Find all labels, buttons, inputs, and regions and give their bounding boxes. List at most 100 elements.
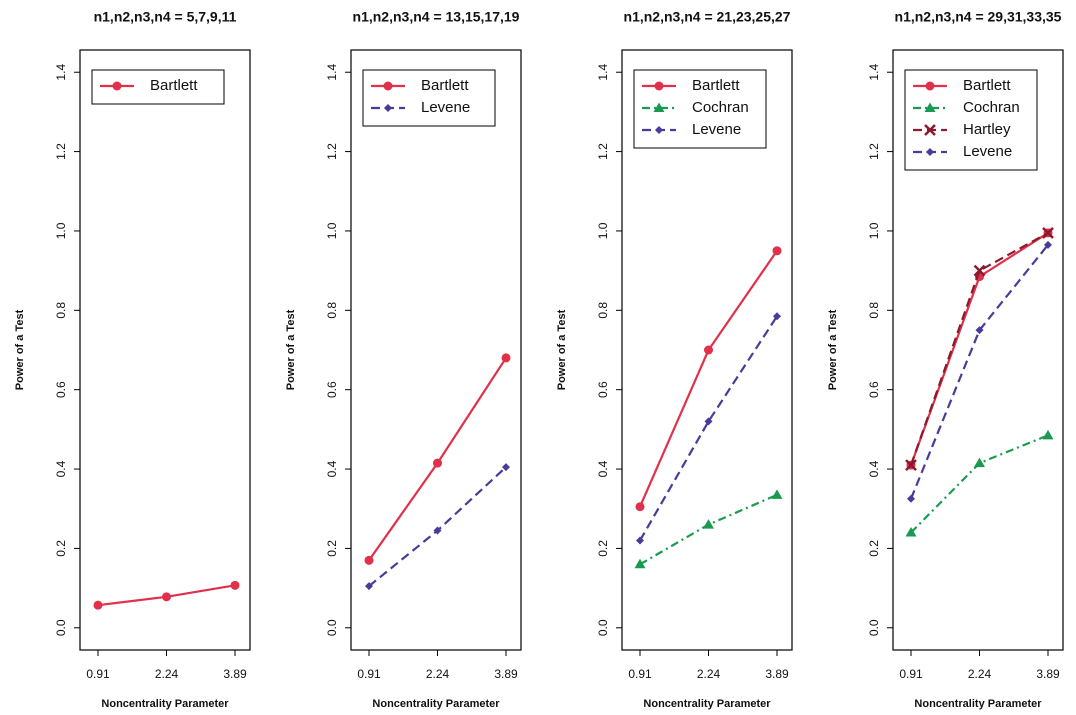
legend-label: Bartlett xyxy=(692,77,740,94)
y-tick-label: 0.0 xyxy=(867,619,881,636)
y-tick-label: 0.6 xyxy=(325,381,339,398)
legend-label: Levene xyxy=(692,121,741,138)
legend-label: Cochran xyxy=(963,99,1020,116)
x-tick-label: 3.89 xyxy=(765,667,789,681)
marker xyxy=(1044,240,1052,249)
y-tick-label: 0.6 xyxy=(54,381,68,398)
marker xyxy=(364,555,374,565)
y-axis-label: Power of a Test xyxy=(827,309,839,390)
marker xyxy=(365,582,373,591)
x-tick-label: 0.91 xyxy=(357,667,381,681)
series-line xyxy=(910,434,1049,534)
y-tick-label: 1.2 xyxy=(596,143,610,160)
x-axis-label: Noncentrality Parameter xyxy=(914,698,1042,710)
marker xyxy=(704,417,713,426)
plot-frame xyxy=(350,49,522,651)
marker xyxy=(502,463,510,472)
x-tick-label: 2.24 xyxy=(697,667,721,681)
marker xyxy=(433,526,442,535)
marker xyxy=(773,312,781,321)
y-tick-label: 0.8 xyxy=(867,302,881,319)
chart-title: n1,n2,n3,n4 = 21,23,25,27 xyxy=(624,9,791,25)
y-tick-label: 1.4 xyxy=(325,64,339,81)
marker xyxy=(112,81,122,91)
x-tick-label: 0.91 xyxy=(628,667,652,681)
x-tick-label: 3.89 xyxy=(223,667,247,681)
legend-label: Bartlett xyxy=(150,77,198,94)
y-tick-label: 0.4 xyxy=(325,460,339,477)
y-tick-label: 1.2 xyxy=(867,143,881,160)
y-axis-label: Power of a Test xyxy=(285,309,297,390)
legend-label: Hartley xyxy=(963,121,1011,138)
y-tick-label: 0.0 xyxy=(54,619,68,636)
marker xyxy=(772,246,782,256)
x-tick-label: 3.89 xyxy=(494,667,518,681)
y-tick-label: 0.2 xyxy=(867,540,881,557)
series-line xyxy=(638,250,778,508)
y-tick-label: 1.2 xyxy=(54,143,68,160)
marker xyxy=(771,489,783,499)
marker xyxy=(636,536,644,545)
chart-title: n1,n2,n3,n4 = 13,15,17,19 xyxy=(353,9,520,25)
y-axis-label: Power of a Test xyxy=(14,309,26,390)
y-tick-label: 1.0 xyxy=(325,222,339,239)
x-axis-label: Noncentrality Parameter xyxy=(372,698,500,710)
y-tick-label: 0.0 xyxy=(596,619,610,636)
marker xyxy=(433,458,442,468)
marker xyxy=(634,558,646,569)
marker xyxy=(924,102,936,112)
plot-frame xyxy=(892,49,1064,651)
series-line xyxy=(909,231,1049,466)
marker xyxy=(905,459,917,471)
y-tick-label: 1.0 xyxy=(596,222,610,239)
y-tick-label: 1.4 xyxy=(596,64,610,81)
legend-label: Cochran xyxy=(692,99,749,116)
marker xyxy=(924,124,936,136)
y-tick-label: 0.8 xyxy=(325,302,339,319)
legend-label: Levene xyxy=(963,143,1012,160)
y-tick-label: 1.4 xyxy=(54,64,68,81)
y-tick-label: 0.6 xyxy=(867,381,881,398)
marker xyxy=(654,81,664,91)
series-line xyxy=(639,493,778,566)
marker xyxy=(905,527,917,537)
marker xyxy=(162,592,171,602)
x-tick-label: 3.89 xyxy=(1036,667,1060,681)
x-tick-label: 0.91 xyxy=(86,667,110,681)
marker xyxy=(1042,227,1054,239)
plot-frame xyxy=(621,49,793,651)
marker xyxy=(384,104,392,112)
y-tick-label: 0.2 xyxy=(325,540,339,557)
x-tick-label: 2.24 xyxy=(968,667,992,681)
legend-label: Bartlett xyxy=(963,77,1011,94)
y-tick-label: 0.2 xyxy=(596,540,610,557)
marker xyxy=(703,519,714,529)
legend-label: Bartlett xyxy=(421,77,469,94)
marker xyxy=(635,502,645,512)
marker xyxy=(975,326,984,335)
y-tick-label: 0.8 xyxy=(54,302,68,319)
x-tick-label: 0.91 xyxy=(899,667,923,681)
marker xyxy=(230,580,240,590)
x-tick-label: 2.24 xyxy=(155,667,179,681)
y-tick-label: 0.2 xyxy=(54,540,68,557)
marker xyxy=(926,148,934,156)
y-tick-label: 0.0 xyxy=(325,619,339,636)
legend-box xyxy=(362,69,496,127)
x-tick-label: 2.24 xyxy=(426,667,450,681)
y-tick-label: 0.4 xyxy=(867,460,881,477)
marker xyxy=(653,102,665,112)
y-tick-label: 0.4 xyxy=(596,460,610,477)
y-axis-label: Power of a Test xyxy=(556,309,568,390)
y-tick-label: 1.0 xyxy=(54,222,68,239)
x-axis-label: Noncentrality Parameter xyxy=(101,698,229,710)
chart-title: n1,n2,n3,n4 = 5,7,9,11 xyxy=(94,9,237,25)
y-tick-label: 1.4 xyxy=(867,64,881,81)
y-tick-label: 1.0 xyxy=(867,222,881,239)
series-line xyxy=(639,315,778,542)
x-axis-label: Noncentrality Parameter xyxy=(643,698,771,710)
marker xyxy=(925,81,935,91)
marker xyxy=(704,345,713,355)
marker xyxy=(973,264,986,277)
